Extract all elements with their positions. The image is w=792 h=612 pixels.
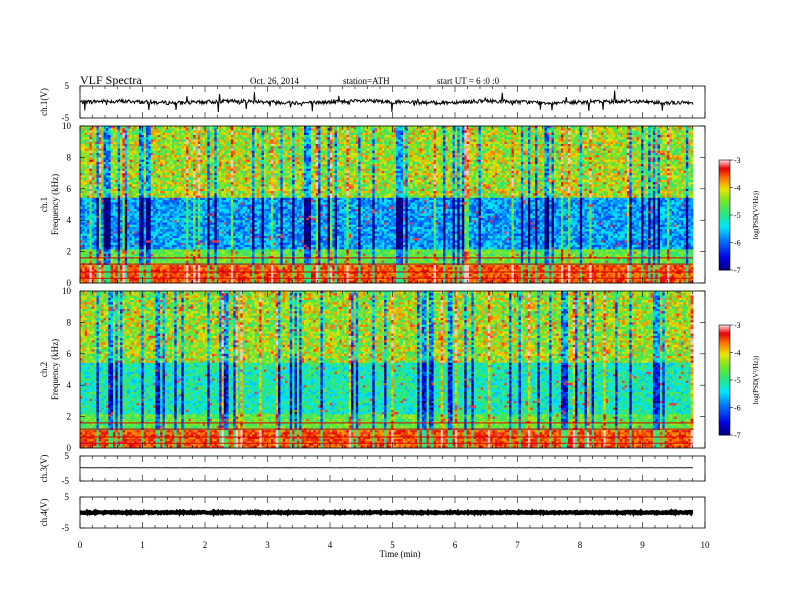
freq-tick-label: 10 bbox=[62, 286, 72, 296]
freq-tick-label: 0 bbox=[67, 278, 72, 288]
time-tick-label: 0 bbox=[78, 540, 83, 550]
ylabel-4: ch.4(V) bbox=[39, 499, 49, 527]
time-axis-label: Time (min) bbox=[380, 549, 421, 559]
freq-tick-label: 6 bbox=[67, 349, 72, 359]
time-tick-label: 4 bbox=[328, 540, 333, 550]
time-tick-label: 2 bbox=[203, 540, 208, 550]
time-tick-label: 8 bbox=[578, 540, 583, 550]
freq-axis-label-2: ch.2Frequency (kHz) bbox=[39, 339, 60, 400]
freq-tick-label: 10 bbox=[62, 121, 72, 131]
time-axis: 0 1 2 3 4 5 6 7 8 9 10 bbox=[78, 540, 710, 550]
colorbar-tick-label: -7 bbox=[734, 266, 741, 275]
colorbar-tick-label: -6 bbox=[734, 404, 741, 413]
freq-tick-label: 4 bbox=[67, 215, 72, 225]
colorbar-label: log(PSD(V²/Hz)) bbox=[752, 355, 760, 404]
colorbar-tick-label: -4 bbox=[734, 349, 741, 358]
ytick-label: 5 bbox=[65, 451, 70, 461]
time-tick-label: 6 bbox=[453, 540, 458, 550]
time-tick-label: 10 bbox=[701, 540, 711, 550]
ylabel-0: ch.1(V) bbox=[39, 88, 49, 116]
ytick-label: -5 bbox=[62, 476, 70, 486]
start-time-label: start UT = 6 :0 :0 bbox=[437, 76, 500, 86]
colorbar-2: -3 -4 -5 -6 -7 log(PSD(V²/Hz)) bbox=[718, 321, 760, 440]
colorbar-tick-label: -5 bbox=[734, 211, 741, 220]
colorbar-tick-label: -3 bbox=[734, 321, 741, 330]
ytick-label: -5 bbox=[62, 523, 70, 533]
waveform-0 bbox=[79, 90, 694, 113]
ytick-label: -5 bbox=[62, 113, 70, 123]
colorbar-tick-label: -7 bbox=[734, 431, 741, 440]
freq-tick-label: 0 bbox=[67, 443, 72, 453]
colorbar-tick-label: -4 bbox=[734, 184, 741, 193]
ytick-label: 5 bbox=[65, 492, 70, 502]
colorbar-tick-label: -6 bbox=[734, 239, 741, 248]
freq-tick-label: 8 bbox=[67, 317, 72, 327]
time-tick-label: 3 bbox=[265, 540, 270, 550]
time-tick-label: 9 bbox=[640, 540, 645, 550]
freq-tick-label: 8 bbox=[67, 152, 72, 162]
figure-title: VLF Spectra bbox=[80, 73, 142, 87]
station-label: station=ATH bbox=[343, 76, 390, 86]
colorbar-tick-label: -3 bbox=[734, 156, 741, 165]
colorbar-1: -3 -4 -5 -6 -7 log(PSD(V²/Hz)) bbox=[718, 156, 760, 275]
spectrogram-1 bbox=[80, 126, 694, 284]
freq-tick-label: 2 bbox=[67, 412, 72, 422]
time-tick-label: 7 bbox=[515, 540, 520, 550]
freq-tick-label: 4 bbox=[67, 380, 72, 390]
spectrogram-2 bbox=[80, 291, 694, 449]
colorbar-label: log(PSD(V²/Hz)) bbox=[752, 190, 760, 239]
ytick-label: 5 bbox=[65, 81, 70, 91]
date-label: Oct. 26, 2014 bbox=[250, 76, 299, 86]
ylabel-3: ch.3(V) bbox=[39, 455, 49, 483]
colorbar-tick-label: -5 bbox=[734, 376, 741, 385]
waveform-4 bbox=[79, 508, 694, 517]
time-tick-label: 1 bbox=[140, 540, 145, 550]
freq-axis-label-1: ch.1Frequency (kHz) bbox=[39, 174, 60, 235]
time-tick-label: 5 bbox=[390, 540, 395, 550]
freq-tick-label: 2 bbox=[67, 247, 72, 257]
freq-tick-label: 6 bbox=[67, 184, 72, 194]
